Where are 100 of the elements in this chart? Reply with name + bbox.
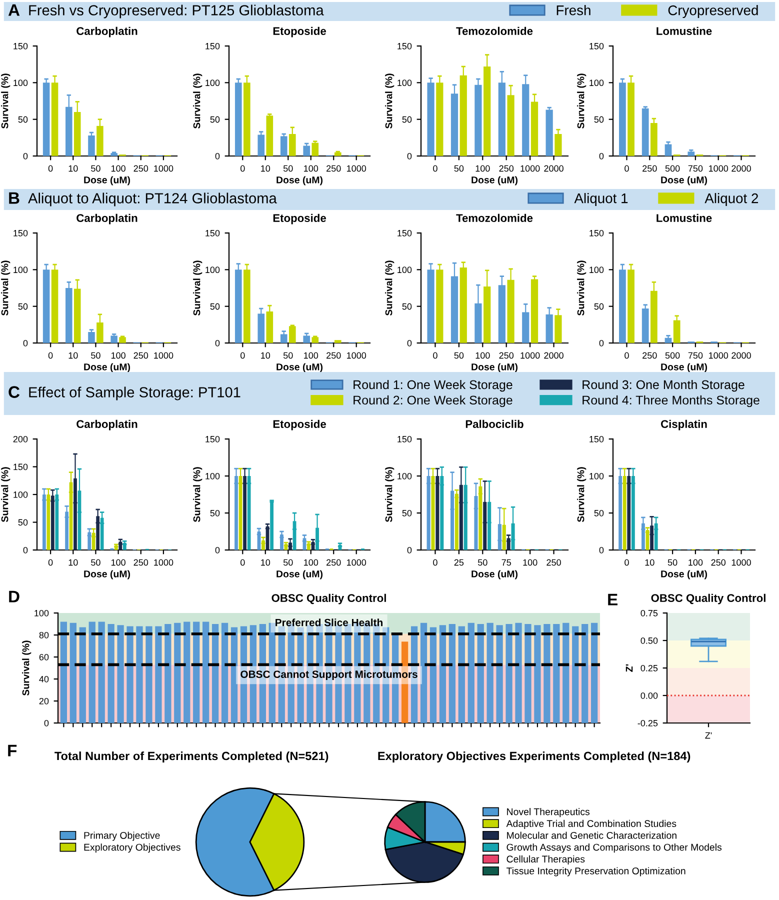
bar bbox=[60, 622, 67, 723]
x-axis-title: Dose (uM) bbox=[84, 176, 130, 186]
chart-title: Carboplatin bbox=[76, 214, 138, 224]
x-tick-label: 1000 bbox=[154, 165, 174, 172]
x-tick-label: 0 bbox=[240, 352, 245, 359]
x-tick-label: 250 bbox=[326, 352, 341, 359]
bar bbox=[554, 134, 562, 156]
bar bbox=[619, 82, 626, 156]
x-tick-label: 100 bbox=[304, 559, 318, 566]
text: B bbox=[9, 192, 20, 204]
bar bbox=[562, 622, 570, 723]
x-tick-label: 250 bbox=[642, 165, 657, 172]
y-tick-label: 0 bbox=[23, 546, 28, 554]
bar bbox=[184, 622, 190, 723]
bar bbox=[553, 624, 560, 723]
x-tick-label: 0 bbox=[433, 165, 438, 172]
bar bbox=[312, 142, 319, 156]
y-tick-label: 60 bbox=[39, 654, 49, 660]
x-tick-label: 75 bbox=[502, 559, 511, 566]
legend-label: Growth Assays and Comparisons to Other Models bbox=[506, 844, 722, 853]
y-tick-label: 150 bbox=[398, 230, 412, 236]
legend-label: Round 2: One Week Storage bbox=[354, 395, 512, 408]
y-tick-label: 100 bbox=[590, 266, 604, 274]
y-tick-label: 0 bbox=[215, 152, 220, 160]
x-tick-label: 0 bbox=[433, 559, 438, 566]
bar bbox=[524, 624, 532, 723]
text: F bbox=[8, 744, 17, 756]
y-tick-label: 100 bbox=[398, 80, 412, 86]
y-tick-label: 0.25 bbox=[640, 664, 658, 672]
legend-label: Adaptive Trial and Combination Studies bbox=[506, 820, 676, 829]
x-tick-label: 750 bbox=[688, 352, 703, 359]
y-tick-label: 100 bbox=[206, 80, 220, 86]
y-tick-label: 50 bbox=[210, 116, 220, 123]
y-tick-label: 150 bbox=[14, 230, 28, 236]
y-tick-label: 0.75 bbox=[640, 610, 658, 616]
x-tick-label: 50 bbox=[478, 559, 488, 566]
bar bbox=[98, 622, 105, 723]
y-tick-label: 150 bbox=[398, 42, 412, 50]
x-tick-label: 50 bbox=[283, 165, 293, 172]
y-tick-label: 80 bbox=[39, 632, 49, 638]
x-tick-label: 50 bbox=[283, 352, 293, 359]
y-tick-label: 200 bbox=[13, 436, 28, 442]
x-axis-title: Dose (uM) bbox=[276, 570, 323, 580]
chart-title: Temozolomide bbox=[456, 26, 533, 35]
y-tick-label: 50 bbox=[402, 303, 412, 310]
legend-label: Round 3: One Month Storage bbox=[582, 380, 744, 392]
bar bbox=[303, 146, 310, 156]
x-tick-label: 10 bbox=[68, 165, 78, 172]
legend-label: Cellular Therapies bbox=[506, 855, 585, 864]
bar bbox=[642, 308, 649, 343]
y-axis-title: Survival (%) bbox=[22, 640, 32, 696]
bar bbox=[164, 624, 172, 723]
x-tick-label: 250 bbox=[134, 559, 148, 566]
x-tick-label: 50 bbox=[91, 352, 100, 359]
y-tick-label: 150 bbox=[590, 42, 604, 50]
chart-subtitle: Effect of Sample Storage: PT101 bbox=[29, 386, 240, 400]
x-tick-label: 1000 bbox=[709, 352, 728, 359]
x-tick-label: 100 bbox=[111, 352, 126, 359]
chart-title: OBSC Quality Control bbox=[272, 594, 386, 604]
bar bbox=[268, 622, 276, 723]
y-tick-label: 50 bbox=[18, 519, 28, 526]
y-tick-label: 0.50 bbox=[640, 637, 658, 644]
y-tick-label: 100 bbox=[590, 80, 604, 86]
y-tick-label: 0.00 bbox=[640, 692, 658, 699]
y-tick-label: 50 bbox=[18, 116, 28, 123]
y-tick-label: 100 bbox=[34, 610, 49, 616]
x-tick-label: 0 bbox=[240, 559, 245, 566]
x-tick-label: 25 bbox=[454, 559, 464, 566]
y-tick-label: 50 bbox=[594, 116, 604, 123]
x-tick-label: 0 bbox=[240, 165, 245, 172]
bar bbox=[146, 626, 152, 723]
bar bbox=[303, 336, 310, 343]
y-tick-label: 50 bbox=[210, 303, 220, 310]
x-tick-label: 100 bbox=[111, 559, 126, 566]
text: A bbox=[8, 4, 20, 16]
chart-subtitle: Aliquot to Aliquot: PT124 Glioblastoma bbox=[28, 192, 277, 206]
x-axis-title: Dose (uM) bbox=[661, 363, 708, 372]
bar bbox=[468, 622, 474, 723]
y-axis-title: Survival (%) bbox=[385, 74, 394, 129]
x-tick-label: 1000 bbox=[347, 165, 366, 172]
y-tick-label: 0 bbox=[599, 340, 604, 346]
x-tick-label: 2000 bbox=[732, 165, 751, 172]
x-tick-label: 1000 bbox=[709, 165, 728, 172]
text: C bbox=[8, 386, 20, 398]
bar bbox=[515, 622, 522, 723]
y-axis-title: Survival (%) bbox=[1, 260, 10, 316]
legend-label: Round 4: Three Months Storage bbox=[582, 395, 760, 408]
bar bbox=[258, 134, 265, 156]
y-tick-label: 150 bbox=[206, 436, 220, 442]
bar bbox=[280, 136, 288, 156]
y-axis-title: Survival (%) bbox=[385, 467, 394, 522]
y-tick-label: 150 bbox=[206, 230, 220, 236]
bar bbox=[334, 340, 342, 343]
bar bbox=[427, 82, 434, 156]
x-tick-label: 500 bbox=[665, 352, 680, 359]
legend-label: Cryopreserved bbox=[668, 5, 758, 18]
chart-title: Carboplatin bbox=[76, 26, 138, 38]
chart-title: Lomustine bbox=[656, 26, 712, 35]
y-tick-label: 150 bbox=[14, 464, 28, 470]
x-tick-label: 50 bbox=[668, 559, 678, 566]
